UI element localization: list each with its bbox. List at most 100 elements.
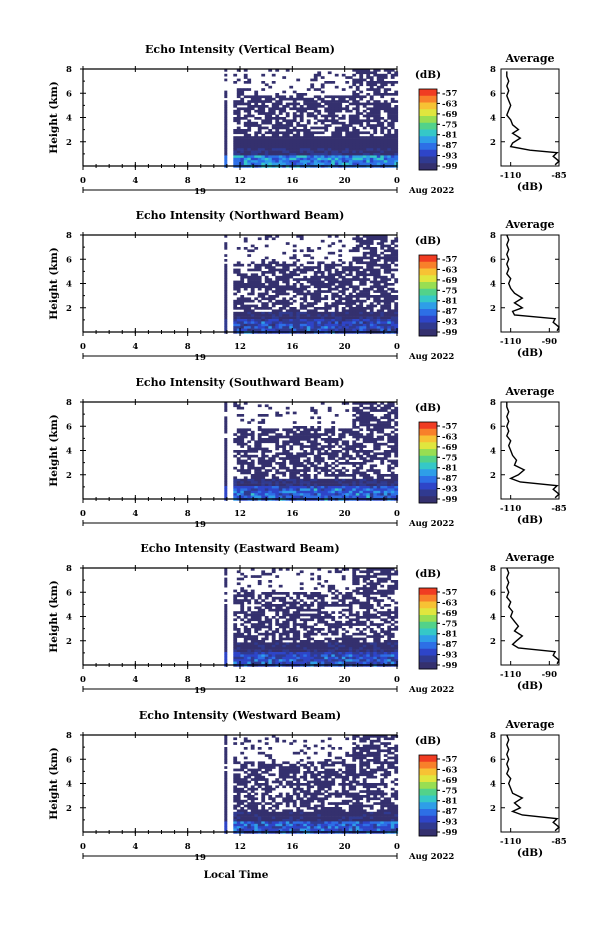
heatmap-cell <box>331 486 336 489</box>
heatmap-cell <box>264 478 269 482</box>
heatmap-cell <box>299 268 304 272</box>
heatmap-cell <box>236 157 241 161</box>
heatmap-cell <box>282 314 287 317</box>
heatmap-cell <box>292 426 297 429</box>
heatmap-cell <box>236 119 241 123</box>
heatmap-cell <box>285 263 290 267</box>
heatmap-cell <box>334 235 339 238</box>
heatmap-cell <box>303 426 308 429</box>
heatmap-cell <box>289 309 294 313</box>
heatmap-cell <box>334 73 339 77</box>
heatmap-cell <box>324 107 329 111</box>
heatmap-cell <box>327 647 332 650</box>
heatmap-cell <box>224 457 228 460</box>
heatmap-cell <box>348 304 353 308</box>
heatmap-cell <box>275 486 280 489</box>
heatmap-cell <box>331 462 336 465</box>
heatmap-cell <box>306 625 311 629</box>
heatmap-cell <box>271 321 276 325</box>
heatmap-cell <box>303 150 308 154</box>
heatmap-cell <box>359 416 364 420</box>
heatmap-cell <box>390 493 395 496</box>
heatmap-cell <box>303 126 308 130</box>
heatmap-cell <box>376 242 381 245</box>
heatmap-cell <box>359 271 364 274</box>
heatmap-cell <box>310 153 315 156</box>
heatmap-cell <box>275 630 280 634</box>
heatmap-cell <box>264 493 269 496</box>
heatmap-cell <box>240 435 245 439</box>
heatmap-cell <box>313 88 318 91</box>
heatmap-cell <box>264 649 269 653</box>
heatmap-cell <box>310 649 315 653</box>
heatmap-cell <box>317 126 322 130</box>
heatmap-cell <box>243 114 248 118</box>
heatmap-cell <box>243 311 248 315</box>
heatmap-cell <box>310 148 315 151</box>
heatmap-cell <box>359 95 364 99</box>
heatmap-cell <box>275 285 280 289</box>
heatmap-cell <box>240 316 245 320</box>
heatmap-cell <box>233 654 238 658</box>
heatmap-cell <box>282 450 287 453</box>
heatmap-cell <box>359 290 364 293</box>
heatmap-cell <box>320 649 325 653</box>
heatmap-cell <box>257 153 262 156</box>
heatmap-cell <box>327 442 332 446</box>
heatmap-cell <box>224 406 228 410</box>
heatmap-cell <box>310 592 315 595</box>
heatmap-cell <box>317 592 322 595</box>
heatmap-cell <box>394 244 399 248</box>
heatmap-cell <box>345 314 350 317</box>
heatmap-cell <box>275 295 280 298</box>
heatmap-cell <box>334 452 339 456</box>
heatmap-cell <box>285 623 290 626</box>
heatmap-cell <box>240 143 245 147</box>
heatmap-cell <box>282 442 287 446</box>
heatmap-cell <box>224 454 228 458</box>
heatmap-cell <box>275 102 280 106</box>
heatmap-cell <box>282 488 287 492</box>
heatmap-cell <box>331 302 336 305</box>
heatmap-cell <box>338 433 343 436</box>
heatmap-cell <box>257 459 262 463</box>
heatmap-cell <box>303 469 308 472</box>
heatmap-cell <box>327 244 332 248</box>
heatmap-cell <box>278 462 283 465</box>
heatmap-cell <box>275 452 280 456</box>
heatmap-cell <box>310 486 315 489</box>
heatmap-cell <box>278 145 283 149</box>
heatmap-cell <box>376 271 381 274</box>
heatmap-cell <box>334 450 339 453</box>
heatmap-cell <box>261 625 266 629</box>
heatmap-cell <box>345 162 350 166</box>
heatmap-cell <box>317 604 322 607</box>
heatmap-cell <box>261 102 266 106</box>
heatmap-cell <box>257 321 262 325</box>
heatmap-cell <box>236 435 241 439</box>
heatmap-cell <box>313 587 318 590</box>
heatmap-cell <box>292 290 297 293</box>
heatmap-cell <box>390 143 395 147</box>
heatmap-cell <box>261 153 266 156</box>
heatmap-cell <box>324 143 329 147</box>
heatmap-cell <box>240 283 245 286</box>
heatmap-cell <box>383 474 388 477</box>
heatmap-cell <box>254 157 259 161</box>
heatmap-cell <box>376 409 381 412</box>
heatmap-cell <box>341 319 346 322</box>
heatmap-cell <box>334 620 339 624</box>
heatmap-cell <box>376 160 381 163</box>
heatmap-cell <box>299 153 304 156</box>
heatmap-cell <box>224 428 228 432</box>
heatmap-cell <box>292 644 297 648</box>
heatmap-cell <box>331 647 336 650</box>
heatmap-cell <box>250 613 255 617</box>
heatmap-cell <box>261 493 266 496</box>
heatmap-cell <box>366 162 371 166</box>
heatmap-cell <box>355 148 360 151</box>
heatmap-cell <box>338 97 343 101</box>
heatmap-cell <box>369 256 374 260</box>
heatmap-cell <box>394 153 399 156</box>
heatmap-cell <box>275 129 280 132</box>
